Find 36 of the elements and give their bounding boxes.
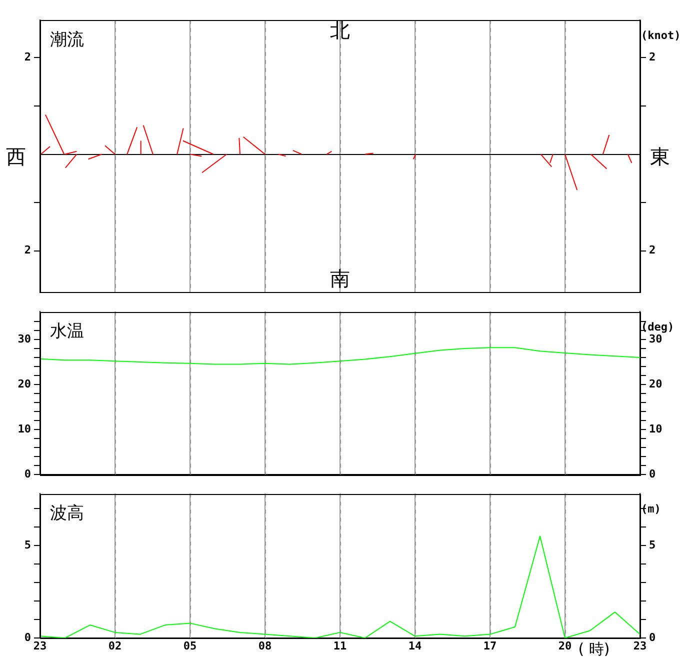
y-tick-label: 5: [24, 538, 31, 552]
text: 潮流: [50, 30, 84, 50]
text: 水温: [50, 322, 84, 342]
text: 西: [6, 144, 26, 168]
y2-tick-label: 20: [649, 377, 662, 390]
y-tick-label: 2: [24, 50, 31, 64]
x-tick-label: 02: [108, 639, 122, 652]
y2-tick-label: 2: [649, 50, 656, 64]
y-tick-label: 0: [24, 467, 31, 480]
y2-tick-label: 10: [649, 422, 662, 436]
y-tick-label: 2: [24, 244, 31, 257]
y2-axis-title: (m): [641, 502, 661, 516]
y2-tick-label: 5: [649, 538, 656, 552]
y-tick-label: 0: [24, 630, 31, 644]
text: 東: [650, 144, 670, 168]
y2-axis-title: (deg): [641, 320, 674, 334]
x-axis-title: ( 時): [578, 640, 610, 658]
annotation: 北: [330, 18, 350, 42]
x-tick-label: 05: [183, 639, 197, 652]
x-tick-label: 23: [633, 639, 647, 652]
y2-tick-label: 0: [649, 630, 656, 644]
y-tick-label: 30: [18, 332, 31, 346]
y2-axis-title: (knot): [641, 28, 680, 42]
x-tick-label: 20: [558, 639, 572, 652]
x-tick-label: 08: [258, 639, 272, 652]
text: 波高: [50, 504, 84, 524]
y-tick-label: 20: [18, 377, 31, 390]
y2-tick-label: 2: [649, 244, 656, 257]
y2-tick-label: 30: [649, 332, 662, 346]
x-tick-label: 23: [33, 639, 47, 652]
x-tick-label: 14: [408, 639, 422, 652]
x-tick-label: 11: [333, 639, 347, 652]
x-tick-label: 17: [483, 639, 497, 652]
y-tick-label: 10: [18, 422, 31, 436]
annotation: 南: [330, 266, 350, 291]
y2-tick-label: 0: [649, 467, 656, 480]
